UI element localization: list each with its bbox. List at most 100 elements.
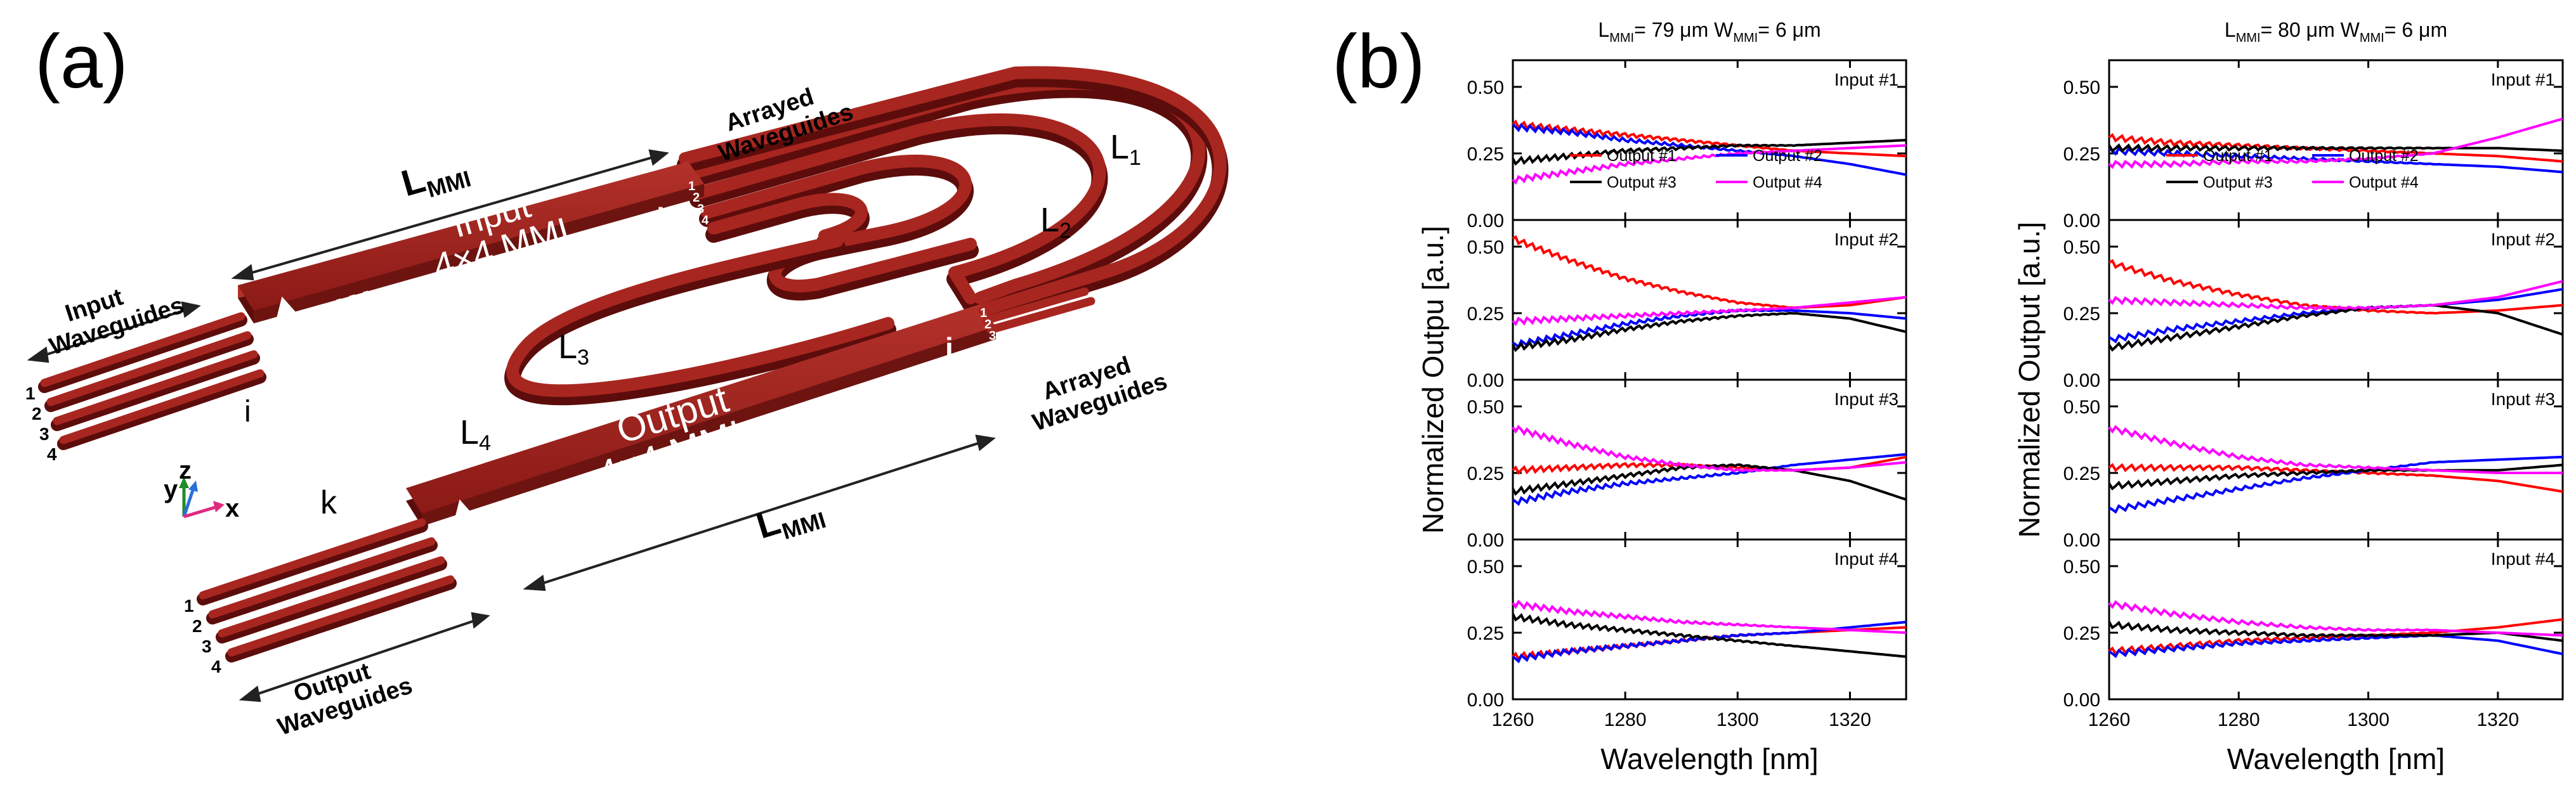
label-index-j-top: j	[656, 202, 665, 235]
label-w-mmi-input: WMMI	[334, 271, 418, 334]
x-tick-label: 1300	[1716, 709, 1759, 730]
legend-entry: Output #3	[1607, 174, 1677, 191]
x-axis-label: Wavelength [nm]	[1600, 742, 1818, 775]
chart-2: LMMI= 80 μm WMMI= 6 μm 0.00 0.25 0.50 Input …	[2013, 18, 2564, 775]
svg-text:3: 3	[39, 424, 49, 444]
subplot-input-label: Input #4	[1834, 549, 1899, 569]
spectra-charts: LMMI= 79 μm WMMI= 6 μm 0.00 0.25 0.50 Input …	[1416, 18, 2564, 775]
series-line-3	[1512, 311, 1907, 352]
loop-L3	[701, 155, 977, 292]
label-index-i: i	[244, 395, 251, 429]
series-line-4	[2108, 600, 2563, 637]
svg-text:3: 3	[202, 637, 212, 656]
series-line-3	[2108, 463, 2563, 491]
svg-text:4: 4	[993, 340, 1001, 354]
y-tick-label: 0.00	[1467, 210, 1504, 231]
label-index-k: k	[320, 484, 337, 521]
loop-L2	[691, 113, 1106, 304]
y-tick-label: 0.25	[2063, 144, 2100, 165]
y-tick-label: 0.00	[2063, 210, 2100, 231]
x-tick-label: 1260	[2088, 709, 2131, 730]
y-tick-label: 0.25	[1467, 144, 1504, 165]
output-waveguides	[197, 518, 457, 662]
arrayed-loops	[504, 66, 1229, 406]
series-line-4	[1512, 144, 1907, 185]
series-line-3	[1512, 139, 1907, 166]
dimension-arrows	[27, 149, 996, 702]
y-tick-label: 0.00	[1467, 690, 1504, 711]
legend-entry: Output #3	[2203, 174, 2273, 191]
mmi-output-arrays	[977, 278, 1095, 334]
y-tick-label: 0.25	[2063, 623, 2100, 644]
svg-text:4: 4	[702, 214, 709, 228]
svg-text:4: 4	[47, 444, 57, 464]
y-tick-label: 0.25	[2063, 304, 2100, 325]
y-tick-label: 0.00	[1467, 530, 1504, 551]
svg-text:3: 3	[697, 202, 704, 216]
x-tick-label: 1260	[1492, 709, 1534, 730]
y-tick-label: 0.50	[2063, 397, 2100, 418]
svg-text:1: 1	[980, 306, 987, 320]
y-tick-label: 0.50	[1467, 237, 1504, 258]
subplot-1: 0.00 0.25 0.50 Input #1	[1467, 59, 1907, 231]
y-axis-label: Normalized Output [a.u.]	[2013, 222, 2046, 538]
y-tick-label: 0.50	[2063, 557, 2100, 578]
series-line-4	[1512, 424, 1907, 472]
y-tick-label: 0.50	[1467, 557, 1504, 578]
label-output-waveguides: OutputWaveguides	[266, 647, 416, 741]
label-arrayed-bottom: ArrayedWaveguides	[1021, 343, 1171, 437]
series-line-4	[1512, 599, 1907, 634]
label-L3: L3	[558, 328, 589, 370]
series-line-2	[2108, 455, 2563, 514]
loop-L4	[707, 193, 868, 242]
panel-b-label: (b)	[1332, 19, 1425, 104]
series-line-3	[2108, 304, 2563, 352]
port-numbers-output: 1 2 3 4	[184, 596, 221, 676]
port-numbers-input: 1 2 3 4	[25, 384, 57, 464]
legend-entry: Output #2	[2349, 147, 2419, 165]
x-tick-label: 1280	[2218, 709, 2260, 730]
svg-text:1: 1	[688, 179, 695, 193]
x-tick-label: 1320	[1829, 709, 1871, 730]
series-line-3	[2108, 143, 2563, 153]
subplot-input-label: Input #4	[2491, 549, 2555, 569]
subplot-input-label: Input #1	[1834, 70, 1899, 89]
subplot-4: 0.00 0.25 0.50 Input #4	[2063, 538, 2564, 711]
legend-entry: Output #1	[1607, 147, 1677, 165]
y-tick-label: 0.50	[2063, 77, 2100, 98]
y-tick-label: 0.50	[2063, 237, 2100, 258]
legend-entry: Output #4	[2349, 174, 2419, 191]
legend: Output #1 Output #2 Output #3 Output #4	[2166, 147, 2419, 191]
series-line-1	[2109, 259, 2563, 315]
chart-1: LMMI= 79 μm WMMI= 6 μm 0.00 0.25 0.50 Input …	[1416, 18, 1907, 775]
subplot-input-label: Input #2	[1834, 229, 1899, 249]
y-tick-label: 0.50	[1467, 77, 1504, 98]
series-line-1	[1512, 626, 1907, 661]
series-line-2	[2108, 288, 2563, 344]
series-line-3	[2108, 621, 2563, 642]
series-line-4	[2108, 425, 2563, 474]
subplot-3: 0.00 0.25 0.50 Input #3	[1467, 378, 1907, 551]
series-line-3	[1512, 463, 1907, 501]
subplot-input-label: Input #1	[2491, 70, 2555, 89]
svg-text:3: 3	[989, 329, 996, 343]
legend-entry: Output #4	[1753, 174, 1822, 191]
label-l-mmi-top: LMMI	[397, 146, 474, 209]
y-tick-label: 0.25	[1467, 463, 1504, 484]
y-tick-label: 0.00	[2063, 370, 2100, 391]
x-tick-label: 1320	[2476, 709, 2519, 730]
series-line-1	[1512, 235, 1907, 309]
panel-a-label: (a)	[35, 19, 128, 104]
device-schematic: (a)	[25, 19, 1229, 741]
axis-z-label: z	[179, 456, 192, 484]
subplot-2: 0.00 0.25 0.50 Input #2	[1467, 219, 1907, 391]
series-line-4	[1512, 295, 1907, 326]
axis-y-label: y	[164, 475, 178, 503]
svg-text:1: 1	[25, 384, 36, 403]
svg-text:1: 1	[184, 596, 194, 616]
series-line-1	[1512, 119, 1907, 158]
x-axis-label: Wavelength [nm]	[2227, 742, 2445, 775]
output-mmi-block: Output 4×4 MMI	[406, 304, 996, 526]
y-tick-label: 0.50	[1467, 397, 1504, 418]
label-L4: L4	[460, 413, 491, 455]
